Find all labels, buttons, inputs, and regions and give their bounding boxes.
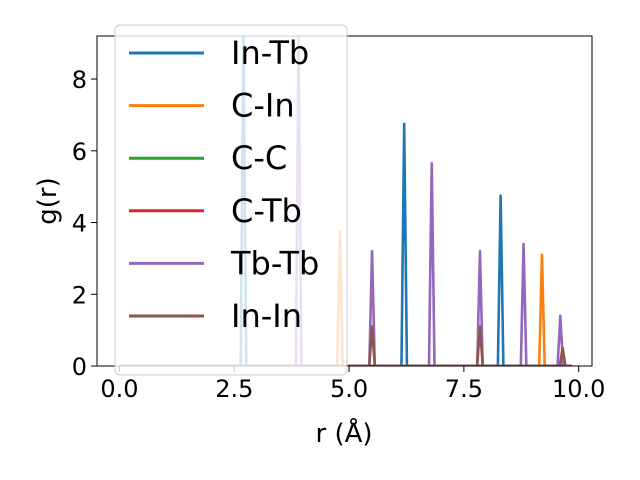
x-tick-label: 10.0 bbox=[552, 375, 605, 403]
x-tick-label: 0.0 bbox=[100, 375, 138, 403]
legend-label: In-Tb bbox=[231, 34, 309, 72]
series-line-in-in bbox=[119, 325, 572, 366]
legend-label: C-In bbox=[231, 87, 295, 125]
legend-label: C-C bbox=[231, 139, 287, 177]
y-axis-label: g(r) bbox=[33, 177, 63, 224]
x-tick-label: 5.0 bbox=[330, 375, 368, 403]
legend-label: C-Tb bbox=[231, 192, 302, 230]
y-tick-label: 6 bbox=[72, 138, 87, 166]
x-axis: 0.0 2.5 5.0 7.5 10.0 bbox=[100, 366, 605, 403]
legend-label: In-In bbox=[231, 297, 302, 335]
x-axis-label: r (Å) bbox=[315, 417, 372, 449]
y-axis: 0 2 4 6 8 bbox=[72, 66, 97, 381]
x-tick-label: 7.5 bbox=[445, 375, 483, 403]
legend: In-Tb C-In C-C C-Tb Tb-Tb In-In bbox=[114, 24, 348, 376]
legend-box bbox=[114, 24, 348, 376]
y-tick-label: 2 bbox=[72, 281, 87, 309]
x-tick-label: 2.5 bbox=[215, 375, 253, 403]
y-tick-label: 8 bbox=[72, 66, 87, 94]
y-tick-label: 0 bbox=[72, 353, 87, 381]
legend-label: Tb-Tb bbox=[230, 244, 319, 282]
y-tick-label: 4 bbox=[72, 210, 87, 238]
